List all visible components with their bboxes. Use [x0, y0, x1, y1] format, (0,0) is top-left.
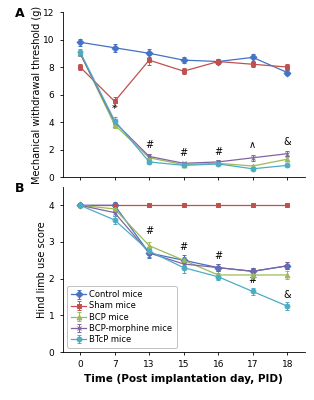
- Y-axis label: Hind limb use score: Hind limb use score: [37, 221, 47, 318]
- Legend: Control mice, Sham mice, BCP mice, BCP-morphine mice, BTcP mice: Control mice, Sham mice, BCP mice, BCP-m…: [67, 286, 177, 348]
- X-axis label: Time (Post implantation day, PID): Time (Post implantation day, PID): [84, 374, 283, 384]
- Text: #: #: [214, 147, 222, 157]
- Text: *: *: [112, 104, 117, 114]
- Text: A: A: [14, 7, 24, 20]
- Text: &: &: [284, 290, 291, 300]
- Text: &: &: [284, 137, 291, 147]
- Text: #: #: [180, 242, 188, 252]
- Text: #: #: [145, 140, 153, 150]
- Text: B: B: [14, 182, 24, 195]
- Text: ∧: ∧: [249, 140, 256, 150]
- Text: #: #: [214, 252, 222, 262]
- Y-axis label: Mechanical withdrawal threshold (g): Mechanical withdrawal threshold (g): [32, 6, 41, 184]
- Text: #: #: [145, 226, 153, 236]
- Text: #: #: [249, 275, 257, 285]
- Text: #: #: [180, 148, 188, 158]
